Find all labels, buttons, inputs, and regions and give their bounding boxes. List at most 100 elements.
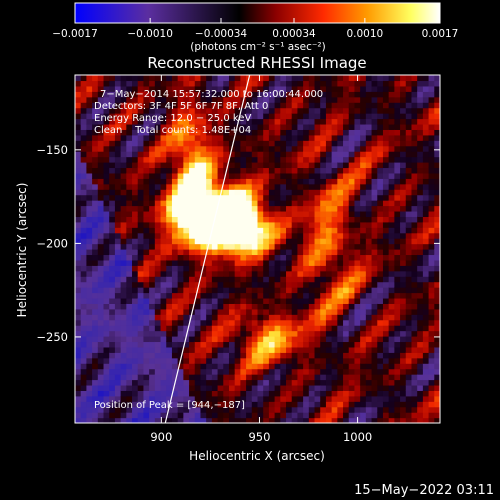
- heatmap-pixel: [388, 390, 395, 397]
- heatmap-pixel: [228, 178, 236, 185]
- heatmap-pixel: [337, 395, 344, 402]
- heatmap-pixel: [120, 401, 127, 408]
- heatmap-pixel: [297, 140, 304, 147]
- heatmap-pixel: [137, 352, 145, 359]
- heatmap-pixel: [183, 314, 190, 321]
- heatmap-pixel: [234, 303, 241, 310]
- heatmap-pixel: [234, 352, 241, 359]
- heatmap-pixel: [126, 75, 133, 82]
- heatmap-pixel: [120, 254, 127, 261]
- heatmap-pixel: [297, 200, 304, 207]
- heatmap-pixel: [377, 374, 384, 381]
- heatmap-pixel: [314, 162, 321, 169]
- heatmap-pixel: [394, 118, 401, 125]
- heatmap-pixel: [194, 113, 202, 120]
- heatmap-pixel: [348, 107, 356, 114]
- heatmap-pixel: [200, 96, 207, 103]
- heatmap-pixel: [86, 162, 93, 169]
- heatmap-pixel: [80, 297, 87, 304]
- heatmap-pixel: [194, 406, 202, 413]
- heatmap-pixel: [177, 123, 184, 130]
- heatmap-pixel: [360, 379, 367, 386]
- heatmap-pixel: [411, 189, 418, 196]
- heatmap-pixel: [360, 406, 367, 413]
- heatmap-pixel: [331, 270, 338, 277]
- heatmap-pixel: [228, 162, 236, 169]
- heatmap-pixel: [200, 129, 207, 136]
- heatmap-pixel: [434, 412, 440, 419]
- heatmap-pixel: [154, 249, 162, 256]
- heatmap-pixel: [109, 276, 116, 283]
- heatmap-pixel: [434, 384, 440, 391]
- heatmap-pixel: [377, 352, 384, 359]
- heatmap-pixel: [251, 243, 259, 250]
- heatmap-pixel: [268, 281, 276, 288]
- heatmap-pixel: [75, 216, 82, 223]
- heatmap-pixel: [257, 129, 264, 136]
- heatmap-pixel: [394, 412, 401, 419]
- heatmap-pixel: [80, 292, 87, 299]
- heatmap-pixel: [120, 80, 127, 87]
- heatmap-pixel: [286, 118, 293, 125]
- heatmap-pixel: [291, 412, 299, 419]
- heatmap-pixel: [206, 265, 213, 272]
- heatmap-pixel: [382, 319, 390, 326]
- heatmap-pixel: [422, 401, 430, 408]
- heatmap-pixel: [377, 221, 384, 228]
- heatmap-pixel: [388, 210, 395, 217]
- heatmap-pixel: [268, 178, 276, 185]
- heatmap-pixel: [120, 172, 127, 179]
- heatmap-pixel: [314, 151, 321, 158]
- heatmap-pixel: [422, 325, 430, 332]
- heatmap-pixel: [149, 172, 156, 179]
- heatmap-pixel: [297, 374, 304, 381]
- heatmap-pixel: [143, 341, 150, 348]
- heatmap-pixel: [360, 390, 367, 397]
- heatmap-pixel: [405, 102, 413, 109]
- heatmap-pixel: [80, 129, 87, 136]
- heatmap-pixel: [86, 357, 93, 364]
- heatmap-pixel: [211, 336, 219, 343]
- heatmap-pixel: [120, 270, 127, 277]
- heatmap-pixel: [280, 390, 287, 397]
- heatmap-pixel: [365, 113, 373, 120]
- heatmap-pixel: [171, 319, 179, 326]
- heatmap-pixel: [405, 80, 413, 87]
- heatmap-pixel: [143, 281, 150, 288]
- heatmap-pixel: [143, 319, 150, 326]
- heatmap-pixel: [394, 232, 401, 239]
- heatmap-pixel: [137, 80, 145, 87]
- heatmap-pixel: [177, 107, 184, 114]
- heatmap-pixel: [206, 308, 213, 315]
- heatmap-pixel: [160, 123, 167, 130]
- heatmap-pixel: [360, 189, 367, 196]
- heatmap-pixel: [348, 151, 356, 158]
- heatmap-pixel: [92, 162, 99, 169]
- heatmap-pixel: [120, 151, 127, 158]
- heatmap-pixel: [280, 368, 287, 375]
- heatmap-pixel: [354, 374, 361, 381]
- heatmap-pixel: [303, 249, 310, 256]
- heatmap-pixel: [331, 151, 338, 158]
- heatmap-pixel: [92, 384, 99, 391]
- heatmap-pixel: [75, 417, 82, 423]
- heatmap-pixel: [303, 167, 310, 174]
- heatmap-pixel: [120, 227, 127, 234]
- heatmap-pixel: [154, 281, 162, 288]
- heatmap-pixel: [189, 254, 196, 261]
- heatmap-pixel: [286, 249, 293, 256]
- heatmap-pixel: [120, 325, 127, 332]
- heatmap-pixel: [325, 363, 333, 370]
- heatmap-pixel: [126, 352, 133, 359]
- heatmap-pixel: [132, 216, 139, 223]
- heatmap-pixel: [114, 395, 122, 402]
- heatmap-pixel: [200, 336, 207, 343]
- heatmap-pixel: [97, 162, 105, 169]
- heatmap-pixel: [109, 172, 116, 179]
- heatmap-pixel: [400, 395, 407, 402]
- heatmap-pixel: [331, 363, 338, 370]
- heatmap-pixel: [280, 134, 287, 141]
- heatmap-pixel: [405, 216, 413, 223]
- heatmap-pixel: [166, 336, 173, 343]
- heatmap-pixel: [268, 156, 276, 163]
